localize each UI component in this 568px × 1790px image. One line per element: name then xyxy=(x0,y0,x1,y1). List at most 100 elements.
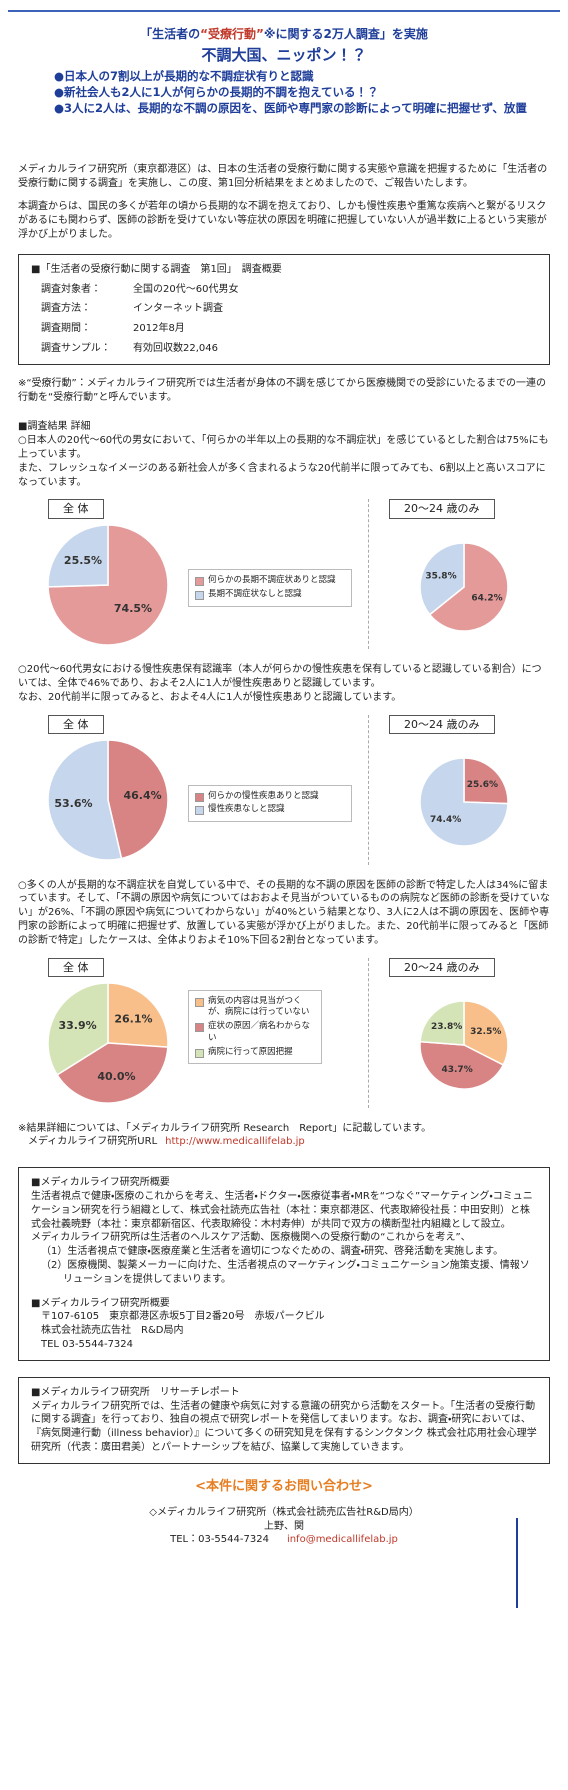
legend-swatch xyxy=(195,591,204,601)
survey-box: ■「生活者の受療行動に関する調査 第1回」 調査概要 調査対象者： 全国の20代～… xyxy=(18,253,550,365)
report-title: ■メディカルライフ研究所 リサーチレポート xyxy=(31,1386,240,1398)
slice-label: 32.5% xyxy=(470,1027,501,1037)
about-title: ■メディカルライフ研究所概要 xyxy=(31,1177,170,1189)
report-note: ※結果詳細については、「メディカルライフ研究所 Research Report」… xyxy=(18,1122,432,1134)
legend-swatch xyxy=(195,792,204,802)
chart-title: 20～24 歳のみ xyxy=(389,499,495,519)
paragraph: ○日本人の20代～60代の男女において、「何らかの半年以上の長期的な不調症状」を… xyxy=(18,434,550,489)
lead-em: “受療行動” xyxy=(200,27,264,41)
chart-small: 20～24 歳のみ 32.5% 43.7% 23.8% xyxy=(379,957,549,1112)
text: ○多くの人が長期的な不調症状を自覚している中で、その長期的な不調の原因を医師の診… xyxy=(18,879,550,946)
survey-row: 調査サンプル： 有効回収数22,046 xyxy=(41,342,537,356)
title: 不調大国、ニッポン！？ xyxy=(201,45,367,64)
contact-email[interactable]: info@medicallifelab.jp xyxy=(286,1534,398,1546)
contact-org: ◇メディカルライフ研究所（株式会社読売広告社R&D局内） xyxy=(149,1506,419,1518)
address: 〒107-6105 東京都港区赤坂5丁目2番20号 赤坂パークビル xyxy=(41,1311,325,1323)
about-item: （2）医療機関、製薬メーカーに向けた、生活者視点のマーケティング・コミュニケーシ… xyxy=(41,1260,530,1285)
pie-chart: 64.2% 35.8% xyxy=(419,541,509,632)
chart-title: 全 体 xyxy=(48,499,104,519)
pie-slice xyxy=(47,523,109,588)
chart-row: 全 体 46.4% 53.6% 何らかの慢性疾患ありと認識 慢性疾患なしと認識 20～24… xyxy=(18,714,550,869)
slice-label: 33.9% xyxy=(58,1019,96,1032)
contact-line: TEL：03-5544-7324 info@medicallifelab.jp xyxy=(18,1533,550,1547)
chart-title: 20～24 歳のみ xyxy=(389,714,495,734)
page: 「生活者の“受療行動”※に関する2万人調査」を実施 不調大国、ニッポン！？ 日本… xyxy=(0,10,568,1790)
about-item: （1）生活者視点で健康・医療産業と生活者を適切につなぐための、調査・研究、啓発活… xyxy=(41,1246,504,1258)
pie-slice xyxy=(47,982,109,1076)
pie-slice xyxy=(419,1040,505,1090)
pie-chart: 46.4% 53.6% xyxy=(47,739,169,861)
pie-chart: 32.5% 43.7% 23.8% xyxy=(419,1000,509,1090)
chart-main: 全 体 74.5% 25.5% 何らかの長期不調症状ありと認識 長期不調症状なしと認識 xyxy=(18,499,358,653)
slice-label: 43.7% xyxy=(441,1065,472,1075)
url[interactable]: http://www.medicallifelab.jp xyxy=(165,1136,305,1148)
chart-row: 全 体 74.5% 25.5% 何らかの長期不調症状ありと認識 長期不調症状なしと認識 2… xyxy=(18,499,550,653)
slice-label: 35.8% xyxy=(425,571,456,581)
lead: 「生活者の“受療行動”※に関する2万人調査」を実施 xyxy=(18,26,550,43)
slice-label: 25.5% xyxy=(64,553,102,566)
legend-swatch xyxy=(195,1048,204,1058)
pie-slice xyxy=(428,541,509,632)
slice-label: 26.1% xyxy=(114,1012,152,1025)
legend-label: 病院に行って原因把握 xyxy=(208,1046,293,1057)
legend-label: 何らかの慢性疾患ありと認識 xyxy=(208,790,319,801)
bullet: 日本人の7割以上が長期的な不調症状有りと認識 xyxy=(54,69,550,85)
url-label: メディカルライフ研究所URL xyxy=(28,1136,158,1148)
label: 調査方法： xyxy=(41,303,91,315)
slice-label: 74.4% xyxy=(430,815,461,825)
slice-label: 53.6% xyxy=(54,797,92,810)
legend-label: 病気の内容は見当がつくが、病院には行っていない xyxy=(208,995,310,1018)
legend: 何らかの慢性疾患ありと認識 慢性疾患なしと認識 xyxy=(188,784,352,823)
legend-item: 病気の内容は見当がつくが、病院には行っていない xyxy=(195,996,315,1019)
legend-item: 症状の原因／病名わからない xyxy=(195,1021,315,1044)
pie-slice xyxy=(419,541,465,616)
pie-slice xyxy=(107,739,169,860)
report-body: メディカルライフ研究所では、生活者の健康や病気に対する意識の研究から活動をスター… xyxy=(31,1400,537,1453)
legend-label: 慢性疾患なしと認識 xyxy=(208,804,285,815)
legend-swatch xyxy=(195,806,204,816)
value: 有効回収数22,046 xyxy=(133,342,218,354)
legend-item: 何らかの慢性疾患ありと認識 xyxy=(195,791,345,803)
chart-small: 20～24 歳のみ 64.2% 35.8% xyxy=(379,499,549,653)
slice-label: 23.8% xyxy=(431,1022,462,1032)
legend-swatch xyxy=(195,997,204,1007)
chart-main: 全 体 46.4% 53.6% 何らかの慢性疾患ありと認識 慢性疾患なしと認識 xyxy=(18,714,358,869)
label: 調査期間： xyxy=(41,323,91,335)
text: ○20代～60代男女における慢性疾患保有認識率（本人が何らかの慢性疾患を保有して… xyxy=(18,664,542,690)
chart-title: 20～24 歳のみ xyxy=(389,957,495,977)
lead-pre: 「生活者の xyxy=(140,27,201,41)
address: 株式会社読売広告社 R&D局内 xyxy=(41,1325,184,1337)
slice-label: 74.5% xyxy=(114,602,152,615)
legend-item: 何らかの長期不調症状ありと認識 xyxy=(195,575,345,587)
separator xyxy=(368,714,369,865)
survey-row: 調査方法： インターネット調査 xyxy=(41,302,537,316)
about-lead: メディカルライフ研究所は生活者のヘルスケア活動、医療機関への受療行動の“これから… xyxy=(31,1232,471,1244)
contact: <本件に関するお問い合わせ> ◇メディカルライフ研究所（株式会社読売広告社R&D… xyxy=(18,1478,550,1608)
legend-label: 症状の原因／病名わからない xyxy=(208,1021,311,1043)
survey-title: ■「生活者の受療行動に関する調査 第1回」 調査概要 xyxy=(31,263,282,275)
contact-names: 上野、関 xyxy=(264,1520,304,1532)
note: ※“受療行動”：メディカルライフ研究所では生活者が身体の不調を感じてから医療機関… xyxy=(18,377,547,403)
bullet: 新社会人も2人に1人が何らかの長期的不調を抱えている！？ xyxy=(54,85,550,101)
chart-main: 全 体 26.1% 40.0% 33.9% 病気の内容は見当がつくが、病院には行っていな… xyxy=(18,957,358,1112)
pie-slice xyxy=(47,739,123,861)
results-heading: ■調査結果 詳細 xyxy=(18,421,91,433)
decor-line xyxy=(516,1517,518,1608)
pie-chart: 74.5% 25.5% xyxy=(47,523,169,646)
chart-row: 全 体 26.1% 40.0% 33.9% 病気の内容は見当がつくが、病院には行っていな… xyxy=(18,957,550,1112)
paragraph: ○20代～60代男女における慢性疾患保有認識率（本人が何らかの慢性疾患を保有して… xyxy=(18,663,550,704)
survey-row: 調査期間： 2012年8月 xyxy=(41,322,537,336)
value: 全国の20代～60代男女 xyxy=(133,283,239,295)
survey-row: 調査対象者： 全国の20代～60代男女 xyxy=(41,283,537,297)
slice-label: 46.4% xyxy=(123,789,161,802)
pie-slice xyxy=(107,982,169,1048)
value: インターネット調査 xyxy=(133,303,223,315)
about-box: ■メディカルライフ研究所概要 生活者視点で健康・医療のこれからを考え、生活者・ド… xyxy=(18,1167,550,1361)
text: ○日本人の20代～60代の男女において、「何らかの半年以上の長期的な不調症状」を… xyxy=(18,435,549,460)
legend-item: 慢性疾患なしと認識 xyxy=(195,804,345,816)
url-line: メディカルライフ研究所URL http://www.medicallifelab.… xyxy=(28,1135,550,1149)
legend-swatch xyxy=(195,577,204,587)
chart-title: 全 体 xyxy=(48,957,104,977)
text: なお、20代前半に限ってみると、およそ4人に1人が慢性疾患ありと認識しています。 xyxy=(18,691,402,703)
pie-slice xyxy=(419,1000,465,1046)
